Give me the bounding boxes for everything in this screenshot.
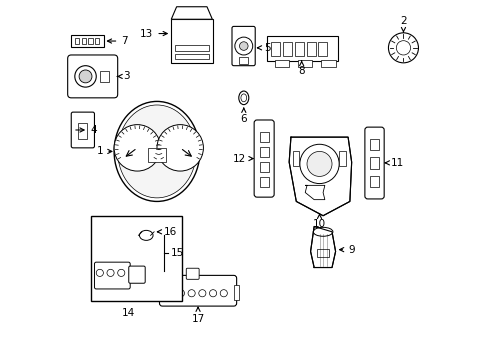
- Circle shape: [198, 290, 205, 297]
- Bar: [283, 42, 291, 56]
- Text: 12: 12: [233, 154, 252, 163]
- Text: 2: 2: [399, 17, 406, 32]
- Bar: [175, 45, 208, 51]
- Circle shape: [96, 269, 103, 276]
- Bar: [318, 42, 326, 56]
- Bar: [100, 71, 108, 82]
- Bar: [369, 176, 378, 187]
- FancyBboxPatch shape: [67, 55, 118, 98]
- Text: 8: 8: [298, 61, 305, 76]
- Bar: [259, 162, 268, 172]
- Circle shape: [166, 290, 173, 297]
- Text: 4: 4: [76, 125, 97, 135]
- Ellipse shape: [139, 230, 153, 240]
- Circle shape: [234, 37, 252, 55]
- Bar: [78, 123, 86, 139]
- Ellipse shape: [114, 102, 200, 202]
- Polygon shape: [288, 137, 351, 216]
- Circle shape: [157, 125, 203, 171]
- Text: 1: 1: [97, 147, 112, 157]
- Text: 6: 6: [240, 108, 246, 124]
- Text: 17: 17: [191, 307, 204, 324]
- Bar: [88, 38, 93, 44]
- FancyBboxPatch shape: [231, 26, 255, 66]
- Polygon shape: [171, 7, 212, 19]
- FancyBboxPatch shape: [186, 268, 199, 279]
- Text: 13: 13: [140, 28, 167, 39]
- Bar: [156, 285, 162, 300]
- Ellipse shape: [241, 94, 246, 102]
- Bar: [259, 147, 268, 157]
- Bar: [75, 38, 79, 44]
- Text: 14: 14: [122, 308, 135, 318]
- Circle shape: [209, 290, 216, 297]
- Circle shape: [118, 269, 124, 276]
- Bar: [274, 60, 288, 67]
- FancyBboxPatch shape: [71, 112, 94, 148]
- Circle shape: [395, 41, 410, 55]
- Circle shape: [220, 290, 227, 297]
- Ellipse shape: [313, 227, 332, 236]
- Bar: [316, 249, 328, 257]
- Text: 3: 3: [117, 71, 129, 81]
- Bar: [369, 139, 378, 150]
- Ellipse shape: [118, 105, 196, 198]
- Bar: [306, 42, 315, 56]
- Circle shape: [299, 144, 339, 184]
- Text: 15: 15: [171, 248, 184, 258]
- Bar: [259, 132, 268, 142]
- FancyBboxPatch shape: [170, 18, 213, 63]
- FancyBboxPatch shape: [94, 262, 130, 289]
- Circle shape: [306, 152, 331, 176]
- Bar: [148, 148, 165, 162]
- Text: 7: 7: [107, 36, 128, 46]
- Circle shape: [387, 33, 418, 63]
- Circle shape: [79, 70, 92, 83]
- Polygon shape: [305, 185, 324, 200]
- FancyBboxPatch shape: [159, 275, 236, 306]
- Bar: [292, 152, 299, 166]
- Bar: [298, 60, 312, 67]
- FancyBboxPatch shape: [254, 120, 274, 197]
- Circle shape: [239, 42, 247, 50]
- Circle shape: [177, 290, 184, 297]
- Text: 10: 10: [312, 214, 325, 229]
- Bar: [91, 216, 182, 301]
- Bar: [339, 152, 345, 166]
- Text: 9: 9: [339, 245, 354, 255]
- Circle shape: [75, 66, 96, 87]
- Bar: [175, 54, 208, 59]
- Bar: [81, 38, 86, 44]
- Circle shape: [107, 269, 114, 276]
- FancyBboxPatch shape: [128, 266, 145, 283]
- FancyBboxPatch shape: [364, 127, 384, 199]
- FancyBboxPatch shape: [70, 35, 104, 47]
- Bar: [321, 60, 335, 67]
- Bar: [259, 177, 268, 187]
- Text: 5: 5: [257, 43, 270, 53]
- Bar: [233, 285, 239, 300]
- Text: 16: 16: [157, 227, 177, 237]
- Ellipse shape: [238, 91, 248, 105]
- Circle shape: [114, 125, 160, 171]
- Text: 11: 11: [384, 158, 404, 168]
- Bar: [271, 42, 280, 56]
- Polygon shape: [310, 226, 335, 267]
- Circle shape: [188, 290, 195, 297]
- Bar: [95, 38, 99, 44]
- FancyBboxPatch shape: [266, 36, 338, 62]
- Bar: [294, 42, 303, 56]
- Bar: [238, 58, 248, 64]
- Bar: [369, 157, 378, 168]
